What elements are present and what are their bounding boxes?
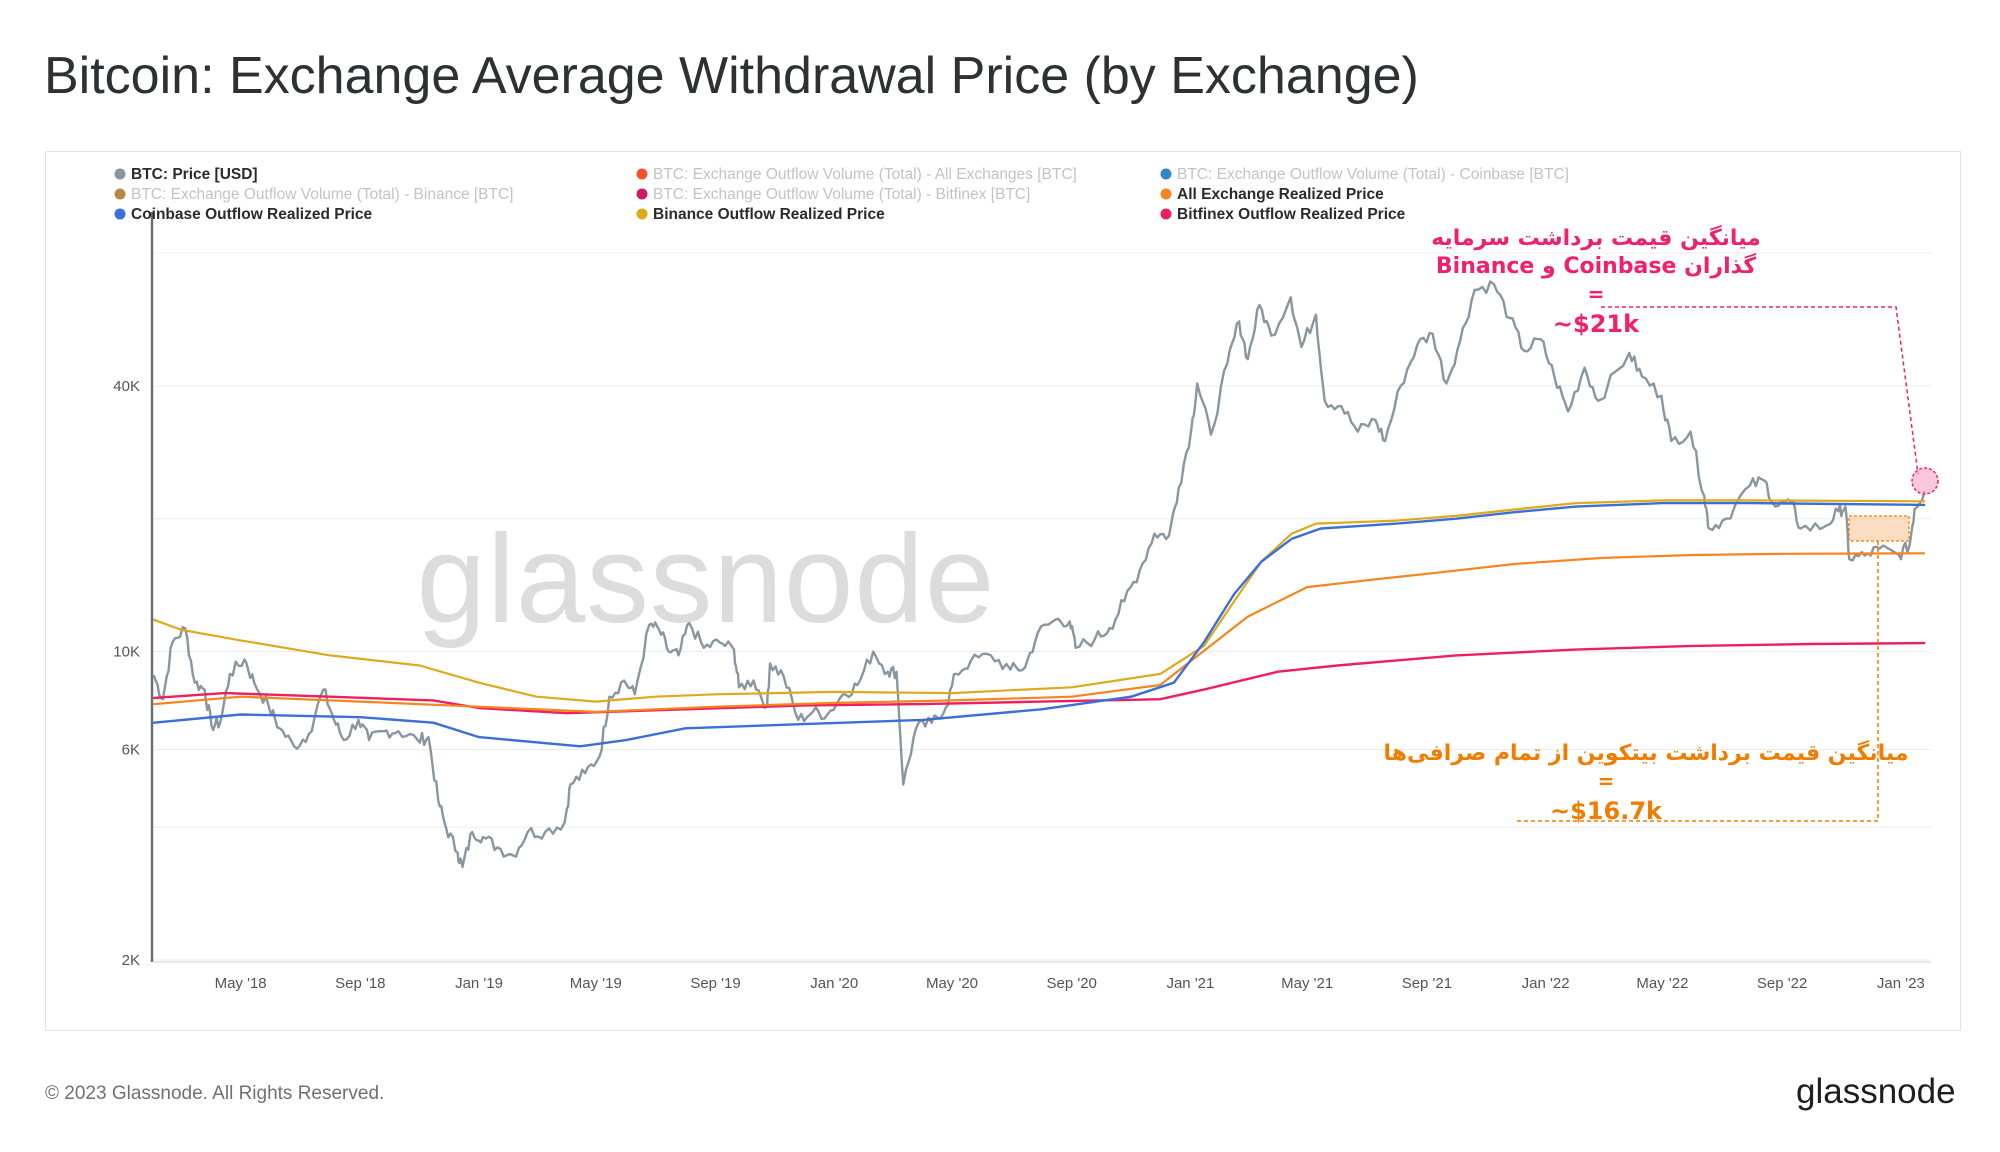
legend-dot-icon (114, 168, 126, 180)
legend-item[interactable]: BTC: Exchange Outflow Volume (Total) - B… (636, 186, 1031, 203)
x-tick-label: May '22 (1636, 975, 1688, 992)
legend-item[interactable]: BTC: Exchange Outflow Volume (Total) - C… (1160, 166, 1569, 183)
x-tick-label: Jan '23 (1877, 975, 1925, 992)
legend-dot-icon (1160, 168, 1172, 180)
legend-dot-icon (636, 208, 648, 220)
legend-item[interactable]: BTC: Exchange Outflow Volume (Total) - A… (636, 166, 1077, 183)
legend-label: BTC: Exchange Outflow Volume (Total) - B… (653, 186, 1030, 203)
annotation-bottom-line2: = (1598, 769, 1615, 793)
annotation-layer: میانگین قیمت برداشت سرمایه گذاران Coinba… (1384, 224, 1939, 825)
x-tick-label: Sep '19 (690, 975, 740, 992)
watermark: glassnode (417, 510, 996, 649)
chart-frame: glassnode 2K 6K 10K 40K May '18 Sep '18 Jan '1… (45, 151, 1961, 1031)
annotation-top-marker (1911, 467, 1939, 495)
legend-dot-icon (1160, 188, 1172, 200)
legend-label: BTC: Exchange Outflow Volume (Total) - A… (653, 166, 1077, 183)
annotation-top-line3: = (1588, 282, 1605, 306)
annotation-bottom-marker (1848, 515, 1910, 542)
annotation-top-leader (1601, 306, 1919, 475)
legend-item[interactable]: BTC: Price [USD] (114, 166, 258, 183)
legend-item[interactable]: Binance Outflow Realized Price (636, 206, 886, 223)
series-line-coinbase (152, 501, 1926, 748)
legend-item[interactable]: BTC: Exchange Outflow Volume (Total) - B… (114, 186, 514, 203)
legend-dot-icon (114, 188, 126, 200)
axis-layer: 2K 6K 10K 40K May '18 Sep '18 Jan '19 May '19 Se… (113, 212, 1931, 992)
legend-layer: BTC: Price [USD] BTC: Exchange Outflow Vo… (114, 166, 1569, 223)
watermark-layer: glassnode (417, 510, 996, 649)
legend-item[interactable]: Coinbase Outflow Realized Price (114, 206, 373, 223)
x-tick-label: Sep '22 (1757, 975, 1807, 992)
y-tick-label: 2K (122, 952, 140, 969)
annotation-bottom-leader (1516, 541, 1879, 822)
annotation-top-line2: گذاران Coinbase و Binance (1436, 252, 1756, 279)
legend-label: BTC: Price [USD] (131, 166, 258, 183)
y-tick-label: 40K (113, 378, 140, 395)
y-tick-label: 6K (122, 741, 140, 758)
legend-label: Coinbase Outflow Realized Price (131, 206, 373, 223)
legend-item[interactable]: Bitfinex Outflow Realized Price (1160, 206, 1406, 223)
x-tick-label: May '21 (1281, 975, 1333, 992)
legend-label: All Exchange Realized Price (1177, 186, 1384, 203)
series-layer (152, 280, 1926, 869)
legend-dot-icon (636, 168, 648, 180)
series-line-price (152, 280, 1926, 869)
x-tick-label: May '18 (215, 975, 267, 992)
x-tick-label: Jan '20 (810, 975, 858, 992)
legend-dot-icon (114, 208, 126, 220)
legend-label: Binance Outflow Realized Price (653, 206, 885, 223)
legend-label: BTC: Exchange Outflow Volume (Total) - B… (131, 186, 514, 203)
grid-layer (154, 252, 1931, 961)
annotation-top-line4: ~$21k (1553, 310, 1640, 338)
footer-copyright: © 2023 Glassnode. All Rights Reserved. (45, 1083, 385, 1104)
series-line-binance (152, 499, 1926, 703)
legend-label: BTC: Exchange Outflow Volume (Total) - C… (1177, 166, 1569, 183)
x-tick-label: May '20 (926, 975, 978, 992)
legend-item[interactable]: All Exchange Realized Price (1160, 186, 1385, 203)
series-line-bitfinex (152, 641, 1926, 715)
x-tick-label: Jan '22 (1522, 975, 1570, 992)
page-title: Bitcoin: Exchange Average Withdrawal Pri… (44, 47, 1419, 105)
x-tick-label: May '19 (570, 975, 622, 992)
footer-logo: glassnode (1796, 1072, 1956, 1111)
x-tick-label: Jan '19 (455, 975, 503, 992)
annotation-bottom-line1: میانگین قیمت برداشت بیتکوین از تمام صراف… (1384, 739, 1909, 766)
legend-dot-icon (1160, 208, 1172, 220)
chart-svg: glassnode 2K 6K 10K 40K May '18 Sep '18 Jan '1… (113, 166, 1939, 992)
y-tick-label: 10K (113, 644, 140, 661)
x-tick-label: Sep '21 (1402, 975, 1452, 992)
x-tick-label: Sep '18 (335, 975, 385, 992)
series-line-all_exchange (152, 552, 1926, 714)
x-tick-label: Jan '21 (1166, 975, 1214, 992)
legend-label: Bitfinex Outflow Realized Price (1177, 206, 1406, 223)
x-tick-label: Sep '20 (1046, 975, 1096, 992)
legend-dot-icon (636, 188, 648, 200)
annotation-top-line1: میانگین قیمت برداشت سرمایه (1431, 224, 1761, 251)
